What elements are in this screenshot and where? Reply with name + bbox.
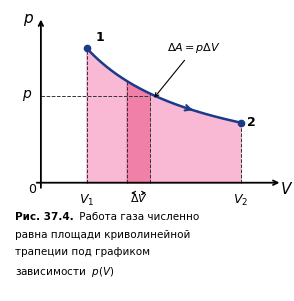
- Text: Работа газа численно: Работа газа численно: [76, 212, 200, 222]
- Text: 1: 1: [96, 31, 105, 44]
- Text: трапеции под графиком: трапеции под графиком: [15, 247, 150, 257]
- Text: $V_2$: $V_2$: [233, 193, 248, 208]
- Text: равна площади криволинейной: равна площади криволинейной: [15, 230, 190, 240]
- Text: $V_1$: $V_1$: [79, 193, 94, 208]
- Text: $p$: $p$: [22, 88, 32, 103]
- Text: зависимости  $p(V)$: зависимости $p(V)$: [15, 265, 114, 279]
- Text: $\Delta V$: $\Delta V$: [130, 192, 148, 204]
- Text: 0: 0: [28, 182, 36, 196]
- Polygon shape: [127, 81, 150, 183]
- Text: Рис. 37.4.: Рис. 37.4.: [15, 212, 74, 222]
- Text: 2: 2: [247, 116, 255, 129]
- Text: $V$: $V$: [280, 181, 293, 197]
- Text: $p$: $p$: [23, 12, 34, 28]
- Polygon shape: [87, 48, 241, 183]
- Text: $\Delta A = p\Delta V$: $\Delta A = p\Delta V$: [155, 41, 221, 97]
